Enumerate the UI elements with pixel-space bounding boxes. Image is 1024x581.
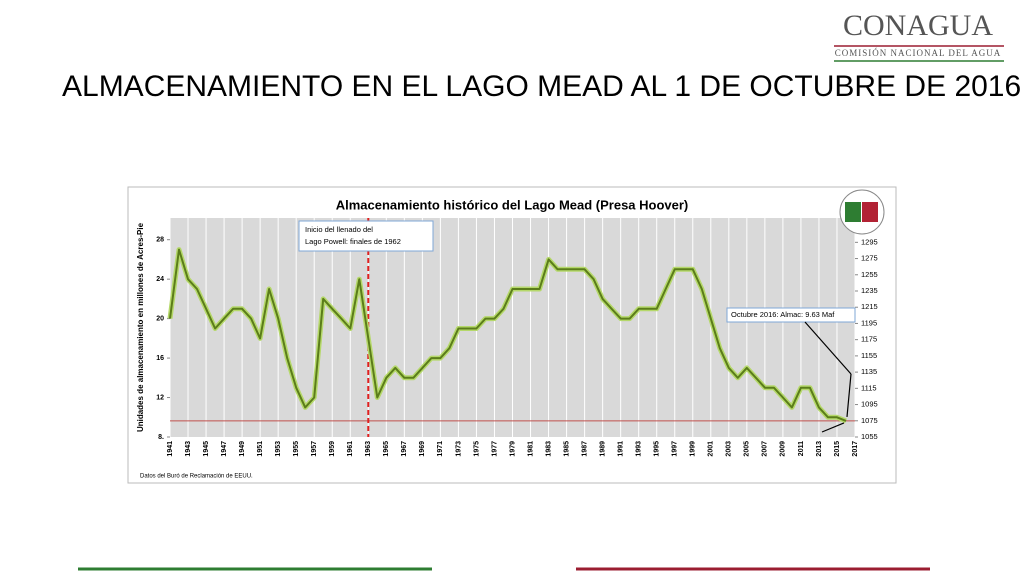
x-tick-label: 2015 xyxy=(834,441,841,457)
x-tick-label: 2005 xyxy=(744,441,751,457)
slide-title: ALMACENAMIENTO EN EL LAGO MEAD AL 1 DE O… xyxy=(62,70,1021,103)
logo: CONAGUA xyxy=(843,9,993,42)
x-tick-label: 2013 xyxy=(816,441,823,457)
x-tick-label: 1995 xyxy=(654,441,661,457)
x-tick-label: 1967 xyxy=(401,441,408,457)
annotation-box xyxy=(298,220,434,252)
x-tick-label: 1963 xyxy=(365,441,372,457)
x-tick-label: 1989 xyxy=(599,441,606,457)
x-tick-label: 1979 xyxy=(509,441,516,457)
y2-tick-label: 1215 xyxy=(861,302,878,311)
y2-tick-label: 1155 xyxy=(861,351,877,360)
x-tick-label: 1955 xyxy=(293,441,300,457)
x-tick-label: 1985 xyxy=(563,441,570,457)
x-tick-label: 2017 xyxy=(852,441,859,457)
x-tick-label: 1951 xyxy=(257,441,264,457)
y-tick-label: 28 xyxy=(156,237,164,244)
y-tick-label: 20 xyxy=(156,315,164,322)
y2-tick-label: 1095 xyxy=(861,400,878,409)
x-tick-label: 1949 xyxy=(239,441,246,457)
x-tick-label: 1993 xyxy=(636,441,643,457)
y2-tick-label: 1135 xyxy=(861,367,877,376)
y2-tick-label: 1075 xyxy=(861,416,878,425)
y2-tick-label: 1275 xyxy=(861,254,878,263)
x-tick-label: 1975 xyxy=(473,441,480,457)
y2-tick-label: 1115 xyxy=(861,383,877,392)
x-tick-label: 1973 xyxy=(455,441,462,457)
y-tick-label: 8. xyxy=(158,434,164,441)
y-tick-label: 16 xyxy=(156,355,164,362)
x-tick-label: 2007 xyxy=(762,441,769,457)
x-tick-label: 2003 xyxy=(726,441,733,457)
source-note: Datos del Buró de Reclamación de EEUU. xyxy=(140,474,253,480)
seal-flag xyxy=(862,202,878,222)
y-axis-label: Unidades de almacenamiento en millones d… xyxy=(136,222,145,432)
y2-tick-label: 1295 xyxy=(861,237,878,246)
x-tick-label: 1961 xyxy=(347,441,354,457)
x-tick-label: 1965 xyxy=(383,441,390,457)
x-tick-label: 1999 xyxy=(690,441,697,457)
y2-tick-label: 1055 xyxy=(861,432,878,441)
x-tick-label: 1991 xyxy=(618,441,625,457)
x-tick-label: 1997 xyxy=(672,441,679,457)
x-tick-label: 1971 xyxy=(437,441,444,457)
x-tick-label: 1977 xyxy=(491,441,498,457)
x-tick-label: 1957 xyxy=(311,441,318,457)
annotation-text: Lago Powell: finales de 1962 xyxy=(305,237,401,246)
annotation-text: Octubre 2016: Almac: 9.63 Maf xyxy=(731,310,835,319)
y2-tick-label: 1175 xyxy=(861,335,877,344)
x-tick-label: 1969 xyxy=(419,441,426,457)
annotation-arrow xyxy=(821,422,845,433)
logo-subtitle: COMISIÓN NACIONAL DEL AGUA xyxy=(835,48,1002,58)
data-line xyxy=(169,248,847,422)
x-tick-label: 1953 xyxy=(275,441,282,457)
annotation-arrow xyxy=(846,373,852,417)
x-tick-label: 1981 xyxy=(527,441,534,457)
x-tick-label: 1941 xyxy=(167,441,174,457)
seal-flag xyxy=(845,202,861,222)
chart-title: Almacenamiento histórico del Lago Mead (… xyxy=(336,197,689,212)
x-tick-label: 1959 xyxy=(329,441,336,457)
y2-tick-label: 1255 xyxy=(861,270,878,279)
x-tick-label: 1947 xyxy=(221,441,228,457)
y-tick-label: 12 xyxy=(156,394,164,401)
x-tick-label: 1945 xyxy=(203,441,210,457)
x-tick-label: 2009 xyxy=(780,441,787,457)
x-tick-label: 2001 xyxy=(708,441,715,457)
annotation-text: Inicio del llenado del xyxy=(305,225,373,234)
y2-tick-label: 1195 xyxy=(861,318,877,327)
x-tick-label: 1943 xyxy=(185,441,192,457)
x-tick-label: 1987 xyxy=(581,441,588,457)
y2-tick-label: 1235 xyxy=(861,286,878,295)
annotation-box xyxy=(726,307,856,323)
x-tick-label: 1983 xyxy=(545,441,552,457)
chart: Almacenamiento histórico del Lago Mead (… xyxy=(136,189,885,480)
annotation-arrow xyxy=(804,321,852,375)
x-tick-label: 2011 xyxy=(798,441,805,456)
y-tick-label: 24 xyxy=(156,276,164,283)
